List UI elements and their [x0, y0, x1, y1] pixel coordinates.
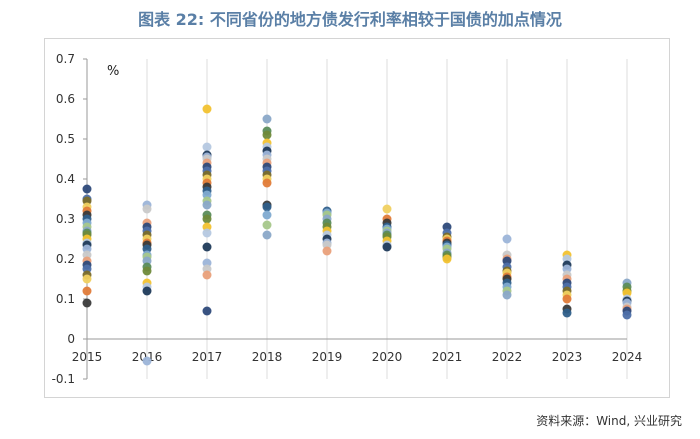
data-point: [562, 294, 572, 304]
data-point: [202, 270, 212, 280]
y-tick-label: -0.1: [52, 372, 75, 386]
y-tick-label: 0.3: [56, 212, 75, 226]
data-point: [322, 246, 332, 256]
data-point: [442, 254, 452, 264]
x-tick-label: 2020: [372, 350, 403, 364]
x-tick-label: 2018: [252, 350, 283, 364]
data-point: [82, 184, 92, 194]
y-tick-label: 0.4: [56, 172, 75, 186]
data-point: [382, 242, 392, 252]
data-point: [202, 306, 212, 316]
data-point: [202, 142, 212, 152]
y-tick-label: 0.2: [56, 252, 75, 266]
y-tick-label: 0.5: [56, 132, 75, 146]
data-point: [262, 230, 272, 240]
x-tick-label: 2015: [72, 350, 103, 364]
data-point: [202, 200, 212, 210]
source-note: 资料来源：Wind, 兴业研究: [536, 414, 682, 428]
data-point: [622, 310, 632, 320]
data-point: [202, 242, 212, 252]
y-tick-label: 0: [67, 332, 75, 346]
unit-label: %: [107, 64, 119, 79]
y-tick-label: 0.1: [56, 292, 75, 306]
data-point: [382, 204, 392, 214]
x-tick-label: 2019: [312, 350, 343, 364]
data-point: [142, 266, 152, 276]
data-point: [202, 228, 212, 238]
x-tick-label: 2023: [552, 350, 583, 364]
data-point: [502, 234, 512, 244]
data-point: [142, 286, 152, 296]
data-point: [142, 204, 152, 214]
chart-title: 图表 22: 不同省份的地方债发行利率相较于国债的加点情况: [138, 10, 562, 29]
data-point: [82, 274, 92, 284]
x-tick-label: 2021: [432, 350, 463, 364]
y-tick-label: 0.7: [56, 52, 75, 66]
data-point: [202, 214, 212, 224]
data-point: [142, 356, 152, 366]
data-point: [262, 220, 272, 230]
data-point: [82, 298, 92, 308]
data-point: [262, 202, 272, 212]
x-tick-label: 2017: [192, 350, 223, 364]
data-point: [262, 130, 272, 140]
data-point: [202, 104, 212, 114]
chart-area: -0.100.10.20.30.40.50.60.720152016201720…: [44, 38, 670, 398]
data-point: [262, 114, 272, 124]
y-tick-label: 0.6: [56, 92, 75, 106]
data-point: [262, 178, 272, 188]
scatter-plot: -0.100.10.20.30.40.50.60.720152016201720…: [52, 52, 643, 386]
data-point: [562, 308, 572, 318]
x-tick-label: 2024: [612, 350, 643, 364]
data-point: [262, 210, 272, 220]
x-tick-label: 2022: [492, 350, 523, 364]
data-point: [82, 286, 92, 296]
data-point: [502, 290, 512, 300]
